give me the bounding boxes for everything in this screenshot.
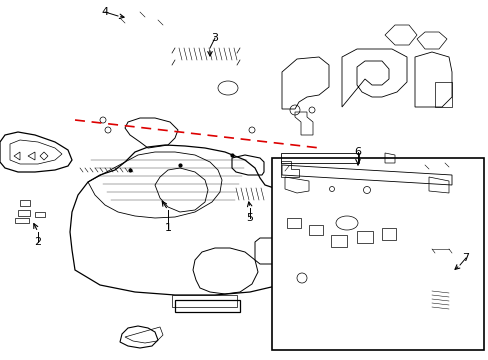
Bar <box>271 158 483 350</box>
Bar <box>308 225 323 235</box>
Bar <box>15 218 29 223</box>
Text: 4: 4 <box>101 7 108 17</box>
Bar <box>35 212 45 217</box>
Bar <box>20 200 30 206</box>
Text: 3: 3 <box>211 33 218 43</box>
Bar <box>18 210 30 216</box>
Bar <box>356 231 372 243</box>
Text: 6: 6 <box>354 147 361 157</box>
Text: 7: 7 <box>462 253 468 263</box>
Text: 1: 1 <box>164 223 171 233</box>
Text: 2: 2 <box>34 237 41 247</box>
Text: 5: 5 <box>246 213 253 223</box>
Bar <box>286 218 301 228</box>
Bar <box>330 235 346 247</box>
Bar <box>381 228 395 240</box>
